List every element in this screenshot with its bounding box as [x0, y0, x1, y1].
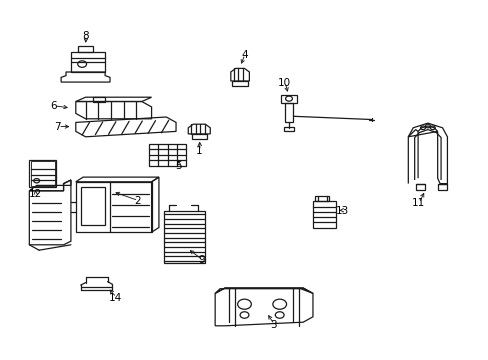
Bar	[78, 46, 93, 52]
Text: 8: 8	[82, 31, 89, 41]
Text: 14: 14	[109, 293, 122, 303]
Bar	[284, 103, 293, 122]
Text: 5: 5	[175, 161, 182, 171]
Bar	[437, 184, 447, 190]
Bar	[281, 95, 296, 103]
Bar	[415, 184, 425, 190]
Text: 6: 6	[50, 101, 57, 111]
Text: 10: 10	[278, 78, 290, 88]
Text: 9: 9	[198, 255, 205, 265]
Bar	[149, 144, 185, 166]
Bar	[315, 196, 328, 201]
Bar	[283, 127, 294, 131]
Bar	[29, 160, 56, 187]
Text: 2: 2	[134, 196, 141, 206]
Bar	[71, 52, 105, 72]
Bar	[163, 211, 205, 263]
Text: 13: 13	[335, 206, 348, 216]
Text: 12: 12	[28, 189, 42, 199]
Text: 11: 11	[411, 198, 425, 208]
Bar	[31, 161, 55, 186]
Text: 4: 4	[241, 50, 247, 60]
Text: 7: 7	[54, 122, 61, 132]
Text: 3: 3	[270, 320, 277, 330]
Bar	[312, 201, 336, 228]
Text: 1: 1	[196, 146, 203, 156]
